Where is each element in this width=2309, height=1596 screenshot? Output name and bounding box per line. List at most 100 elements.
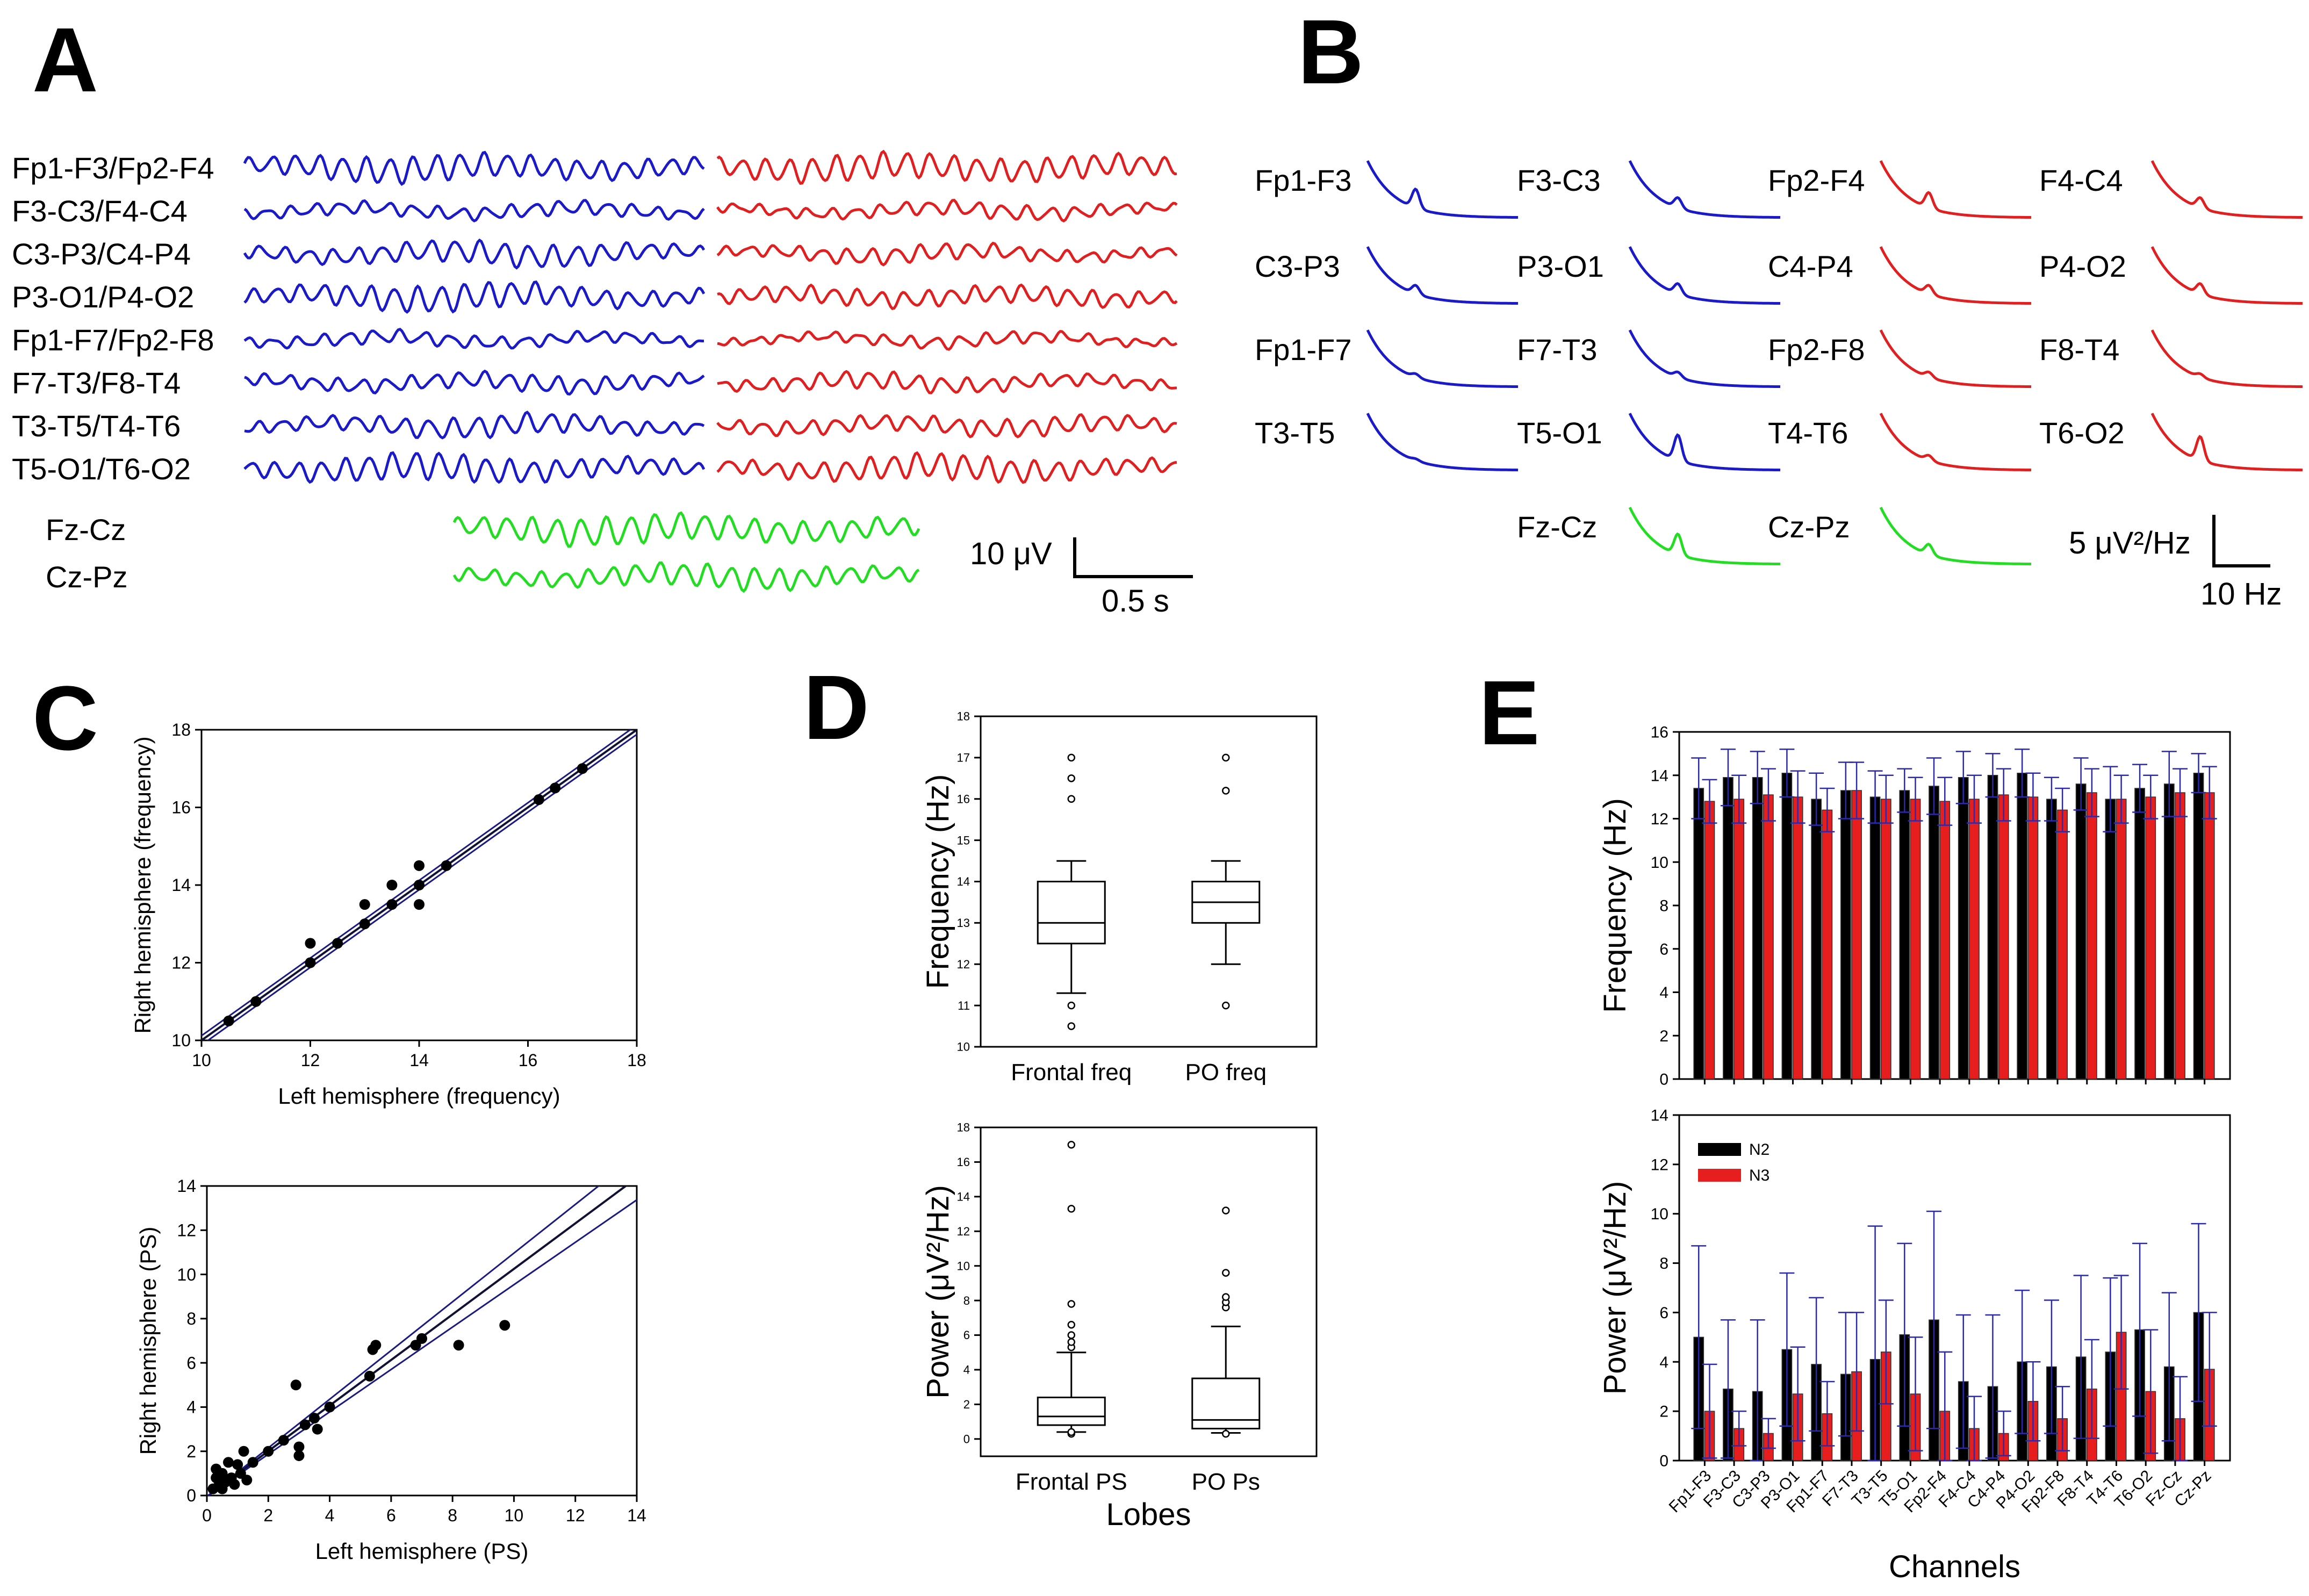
data-point <box>305 938 316 949</box>
data-point <box>312 1424 323 1435</box>
panel-label-e: E <box>1479 662 1540 764</box>
e5-ytick-label: 14 <box>1651 1107 1668 1125</box>
bar-n3-c3-p3 <box>1763 794 1774 1080</box>
bar-n3-cz-pz <box>2204 792 2215 1080</box>
bar-n3-p3-o1 <box>1792 796 1803 1080</box>
d2-ytick-label: 14 <box>957 875 970 888</box>
outlier-point <box>1067 1338 1075 1346</box>
outlier-point <box>1222 753 1230 762</box>
d2-ytick-label: 17 <box>957 751 970 765</box>
spectrum-fp2-f8 <box>1879 329 2032 389</box>
d3-ytick-label: 16 <box>957 1155 970 1169</box>
bar-n2-fp1-f7 <box>1811 799 1822 1080</box>
outlier-point <box>1067 1428 1075 1436</box>
d3-ytick-label: 14 <box>957 1190 970 1204</box>
spectrum-fz-cz <box>1628 507 1781 566</box>
c0-ytick-label: 14 <box>171 875 191 895</box>
trace-left-fp1-f7-fp2-f8 <box>243 328 704 350</box>
category-label-frontal-ps: Frontal PS <box>1016 1469 1127 1495</box>
bar-n3-f8-t4 <box>2087 792 2097 1080</box>
legend-label-n3: N3 <box>1749 1167 1769 1184</box>
scale-power-label: 5 μV²/Hz <box>2069 526 2191 560</box>
d2-ytick-label: 11 <box>958 999 970 1012</box>
c0-xtick-label: 16 <box>519 1051 538 1070</box>
trace-midline-fz-cz <box>452 511 920 548</box>
data-point <box>332 938 343 949</box>
data-point <box>299 1419 311 1430</box>
c1-frame <box>206 1185 638 1497</box>
outlier-point <box>1222 1269 1230 1277</box>
outlier-point <box>1067 1001 1075 1010</box>
data-point <box>499 1320 510 1331</box>
outlier-point <box>1067 795 1075 803</box>
spectrum-label-f4-c4: F4-C4 <box>2039 163 2123 197</box>
spectrum-label-c4-p4: C4-P4 <box>1768 249 1853 283</box>
scale-amplitude-label: 10 μV <box>970 536 1052 571</box>
legend-swatch-n2 <box>1698 1143 1741 1156</box>
c0-ytick-label: 18 <box>171 720 191 739</box>
data-point <box>359 899 370 910</box>
y-axis-label: Right hemisphere (PS) <box>135 1227 161 1455</box>
spectrum-label-p4-o2: P4-O2 <box>2039 249 2126 283</box>
data-point <box>247 1457 258 1468</box>
bar-n2-fp2-f8 <box>2046 799 2057 1080</box>
d3-ytick-label: 0 <box>963 1432 970 1446</box>
spectrum-f8-t4 <box>2150 329 2303 389</box>
bar-n3-fp1-f3 <box>1704 801 1715 1080</box>
data-point <box>386 880 398 890</box>
outlier-point <box>1067 1022 1075 1030</box>
bar-chart-frequency: 0 2 4 6 8 10 12 14 16 Frequency (Hz) <box>1598 724 2231 1089</box>
trace-label-cz-pz: Cz-Pz <box>46 560 127 594</box>
panel-label-b: B <box>1298 1 1364 103</box>
spectrum-label-fp1-f7: Fp1-F7 <box>1255 333 1352 366</box>
c1-xtick-label: 10 <box>505 1506 524 1525</box>
e5-ytick-label: 10 <box>1651 1205 1668 1223</box>
x-axis-label: Left hemisphere (frequency) <box>278 1083 560 1109</box>
data-point <box>370 1340 382 1351</box>
bar-n2-c3-p3 <box>1752 777 1763 1080</box>
data-point <box>278 1435 289 1446</box>
scale-bar-a <box>1073 537 1193 578</box>
data-point <box>293 1450 305 1461</box>
e4-ytick-label: 8 <box>1659 897 1668 915</box>
d3-ytick-label: 4 <box>963 1363 970 1377</box>
data-point <box>441 860 452 871</box>
spectrum-label-t5-o1: T5-O1 <box>1517 416 1602 450</box>
e5-ytick-label: 8 <box>1659 1255 1668 1273</box>
category-label-po-freq: PO freq <box>1185 1059 1267 1085</box>
trace-label-fp1-f7-fp2-f8: Fp1-F7/Fp2-F8 <box>12 323 214 357</box>
x-axis-label: Left hemisphere (PS) <box>315 1539 529 1564</box>
e4-ytick-label: 16 <box>1651 724 1668 742</box>
y-axis-label: Frequency (Hz) <box>1598 798 1632 1013</box>
bar-n3-f4-c4 <box>1969 799 1980 1080</box>
trace-left-fp1-f3-fp2-f4 <box>243 150 705 186</box>
e4-ytick-label: 10 <box>1651 854 1668 872</box>
c1-ytick-label: 8 <box>186 1309 196 1328</box>
trace-left-f3-c3-f4-c4 <box>243 199 705 222</box>
bar-n3-p4-o2 <box>2027 796 2039 1080</box>
data-point <box>250 996 262 1007</box>
spectrum-label-fp1-f3: Fp1-F3 <box>1255 163 1352 197</box>
confidence-line <box>207 1186 600 1496</box>
data-point <box>414 860 425 871</box>
trace-left-p3-o1-p4-o2 <box>243 280 706 314</box>
data-point <box>263 1446 274 1457</box>
d2-ytick-label: 13 <box>957 916 970 930</box>
spectrum-t4-t6 <box>1879 413 2032 472</box>
trace-midline-cz-pz <box>452 561 920 593</box>
y-axis-label: Right hemisphere (frequency) <box>130 736 155 1033</box>
trace-right-fp1-f7-fp2-f8 <box>717 330 1178 351</box>
spectrum-label-t6-o2: T6-O2 <box>2039 416 2125 450</box>
bar-n2-t3-t5 <box>1869 796 1881 1080</box>
c1-xtick-label: 12 <box>566 1506 585 1525</box>
bar-n2-p4-o2 <box>2017 772 2028 1080</box>
data-point <box>550 782 561 794</box>
data-point <box>414 880 425 890</box>
data-point <box>533 794 544 806</box>
d3-ytick-label: 10 <box>957 1259 970 1273</box>
scale-time-label: 0.5 s <box>1102 584 1169 619</box>
d2-ytick-label: 18 <box>957 710 970 723</box>
box-iqr <box>1037 881 1106 945</box>
spectrum-t6-o2 <box>2150 413 2303 472</box>
